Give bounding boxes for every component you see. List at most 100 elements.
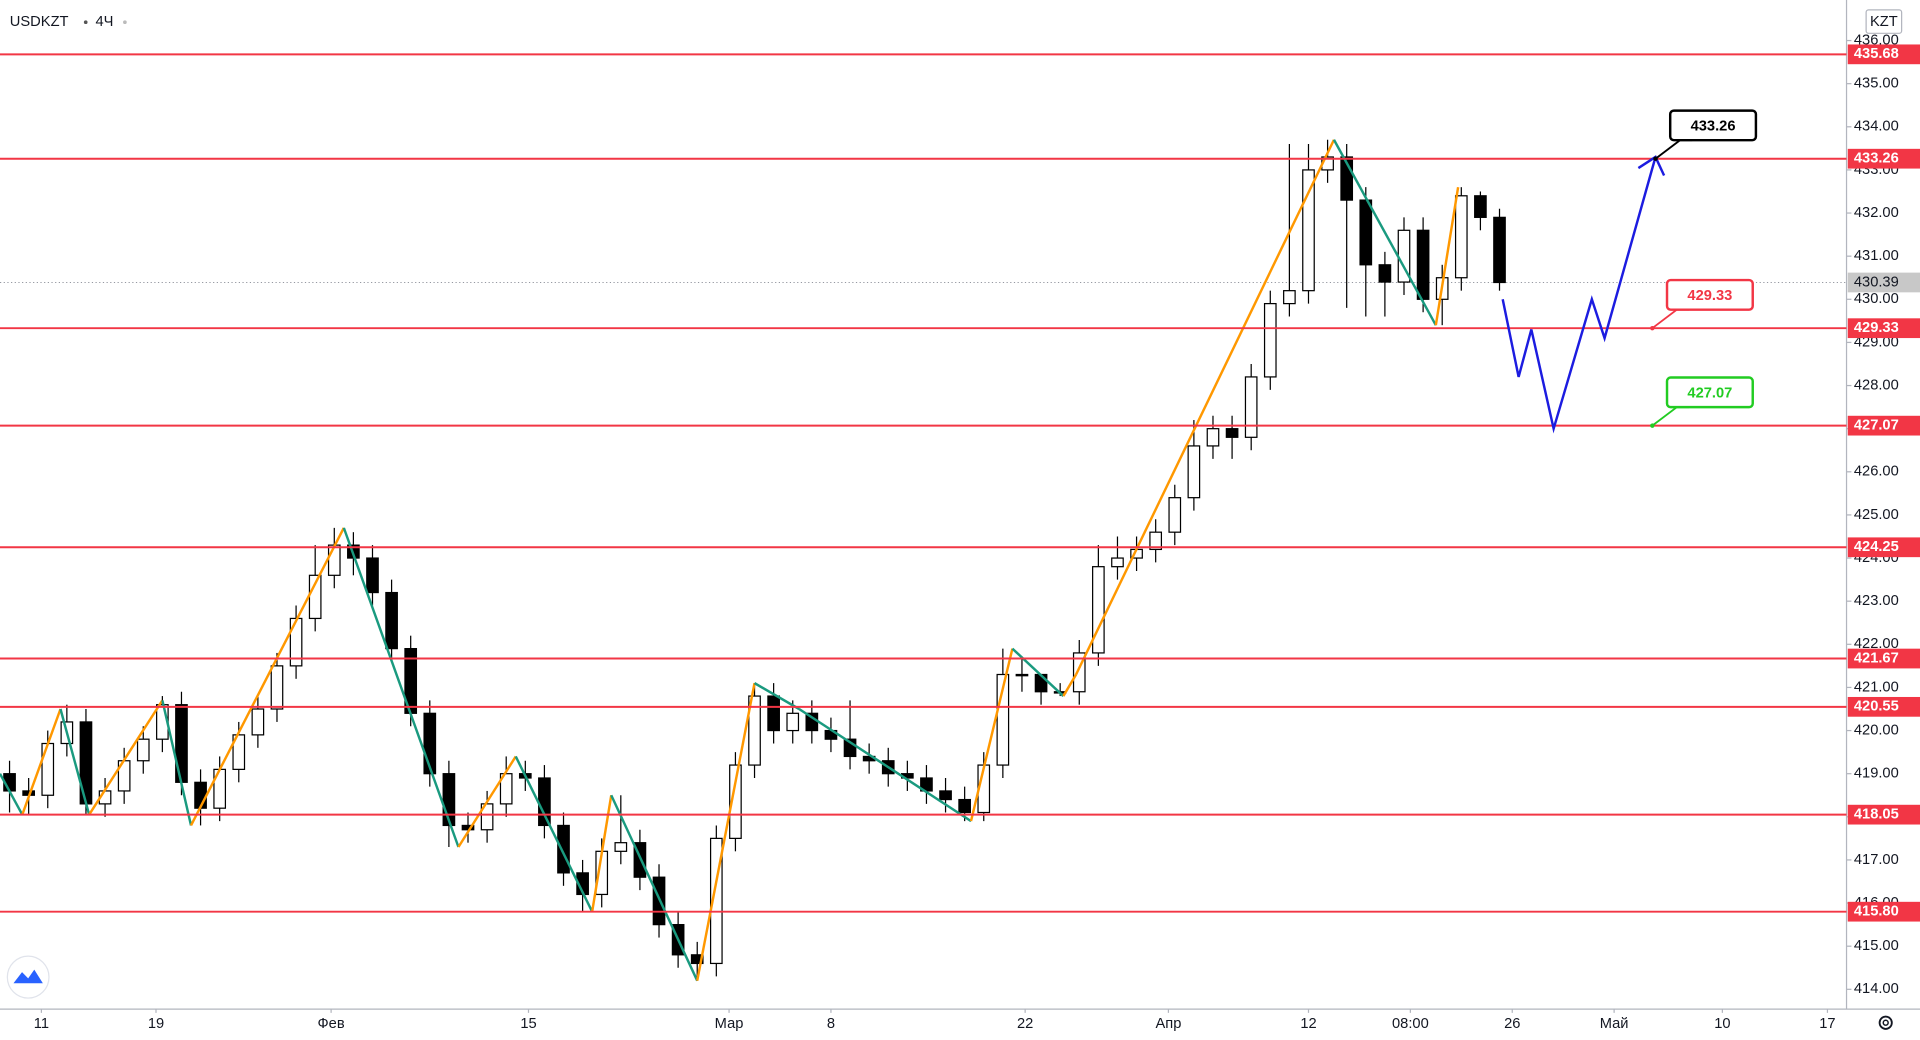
level-tag xyxy=(1847,648,1920,669)
y-tick-label: 434.00 xyxy=(1854,119,1899,135)
callout-anchor xyxy=(1653,156,1658,161)
candle-body xyxy=(958,798,971,814)
candle-body xyxy=(1263,302,1277,378)
y-tick-label: 419.00 xyxy=(1854,766,1899,782)
x-tick-label: Мар xyxy=(715,1016,744,1032)
candle-body xyxy=(557,824,570,874)
y-tick-label: 435.00 xyxy=(1854,76,1899,92)
candle-body xyxy=(251,708,265,736)
callout-label: 429.33 xyxy=(1687,288,1732,304)
level-label: 424.25 xyxy=(1854,539,1899,555)
candle-body xyxy=(1244,376,1258,438)
zigzag-segment xyxy=(514,755,594,913)
last-price-label: 430.39 xyxy=(1854,274,1899,290)
candle-body xyxy=(1187,445,1201,499)
currency-box[interactable] xyxy=(1865,9,1903,34)
candle-body xyxy=(366,557,379,594)
level-label: 418.05 xyxy=(1854,807,1899,823)
candle-body xyxy=(1416,229,1430,300)
level-label: 435.68 xyxy=(1854,46,1899,62)
x-tick-label: Фев xyxy=(318,1016,345,1032)
y-tick-label: 430.00 xyxy=(1854,291,1899,307)
level-tag xyxy=(1847,901,1920,922)
zigzag-segment xyxy=(696,682,756,981)
axes: 414.00415.00416.00417.00418.00419.00420.… xyxy=(34,32,1920,1032)
candle-body xyxy=(327,544,341,576)
candle-body xyxy=(748,695,761,766)
zigzag-segment xyxy=(798,707,972,823)
candle-body xyxy=(1168,497,1182,533)
y-tick-label: 417.00 xyxy=(1854,852,1899,868)
overlay: USDKZT 4Ч KZT 433.26 429.33 427.07 xyxy=(6,9,1903,1030)
callout-label: 427.07 xyxy=(1687,385,1732,401)
level-tag xyxy=(1847,696,1920,717)
level-label: 427.07 xyxy=(1854,418,1899,434)
x-tick-label: Май xyxy=(1600,1016,1629,1032)
candle-body xyxy=(729,764,742,839)
zigzag-segment xyxy=(0,773,24,816)
y-tick-label: 426.00 xyxy=(1854,464,1899,480)
level-tag xyxy=(1847,537,1920,558)
level-tag xyxy=(1847,148,1920,169)
y-tick-label: 431.00 xyxy=(1854,248,1899,264)
y-tick-label: 422.00 xyxy=(1854,636,1899,652)
y-tick-label: 425.00 xyxy=(1854,507,1899,523)
plot-area xyxy=(0,53,1847,982)
level-label: 433.26 xyxy=(1854,151,1899,167)
y-tick-label: 423.00 xyxy=(1854,593,1899,609)
candle-body xyxy=(423,712,437,775)
candle-body xyxy=(41,742,55,796)
candle-body xyxy=(1474,195,1487,218)
candle-body xyxy=(1225,428,1239,438)
x-tick-label: 26 xyxy=(1504,1016,1520,1032)
zigzag-segment xyxy=(753,682,800,711)
interval-label[interactable]: 4Ч xyxy=(96,14,114,30)
x-tick-label: 12 xyxy=(1300,1016,1316,1032)
zigzag-segment xyxy=(1062,673,1078,697)
candle-body xyxy=(1454,195,1468,279)
zigzag-segment xyxy=(59,708,91,815)
level-label: 420.55 xyxy=(1854,699,1899,715)
zigzag-segment xyxy=(342,527,460,848)
y-tick-label: 436.00 xyxy=(1854,32,1899,48)
zigzag-segment xyxy=(610,794,699,982)
candle-body xyxy=(996,673,1010,766)
callout-label: 433.26 xyxy=(1691,118,1736,134)
candle-body xyxy=(1111,557,1124,568)
callout-anchor xyxy=(1650,325,1655,331)
y-tick-label: 429.00 xyxy=(1854,334,1899,350)
y-tick-label: 415.00 xyxy=(1854,938,1899,954)
settings-icon[interactable] xyxy=(1878,1015,1893,1030)
candle-body xyxy=(843,738,857,758)
symbol-title: USDKZT xyxy=(10,14,69,30)
projection-line xyxy=(1501,156,1657,434)
candle-body xyxy=(767,695,780,732)
zigzag-segment xyxy=(189,527,345,827)
zigzag-segment xyxy=(21,708,62,816)
zigzag-segment xyxy=(457,755,517,848)
candle-body xyxy=(614,842,628,852)
x-tick-label: 10 xyxy=(1714,1016,1730,1032)
level-tag xyxy=(1847,44,1920,65)
y-tick-label: 428.00 xyxy=(1854,377,1899,393)
x-tick-label: 11 xyxy=(34,1016,49,1032)
x-tick-label: 08:00 xyxy=(1392,1016,1429,1032)
level-label: 421.67 xyxy=(1854,650,1899,666)
zigzag-segment xyxy=(1074,139,1336,676)
level-tag xyxy=(1847,415,1920,436)
zigzag-segment xyxy=(88,699,164,816)
callout-box xyxy=(1665,278,1754,311)
candle-body xyxy=(1149,531,1163,551)
candle-body xyxy=(1283,290,1296,305)
candle-body xyxy=(442,773,456,827)
callout-box xyxy=(1668,109,1758,142)
currency-label[interactable]: KZT xyxy=(1870,14,1898,30)
candle-body xyxy=(1092,566,1105,654)
zigzag-segment xyxy=(1434,186,1460,326)
candle-body xyxy=(1359,199,1373,266)
y-tick-label: 421.00 xyxy=(1854,679,1899,695)
logo[interactable] xyxy=(6,955,50,999)
candle-body xyxy=(270,665,284,710)
